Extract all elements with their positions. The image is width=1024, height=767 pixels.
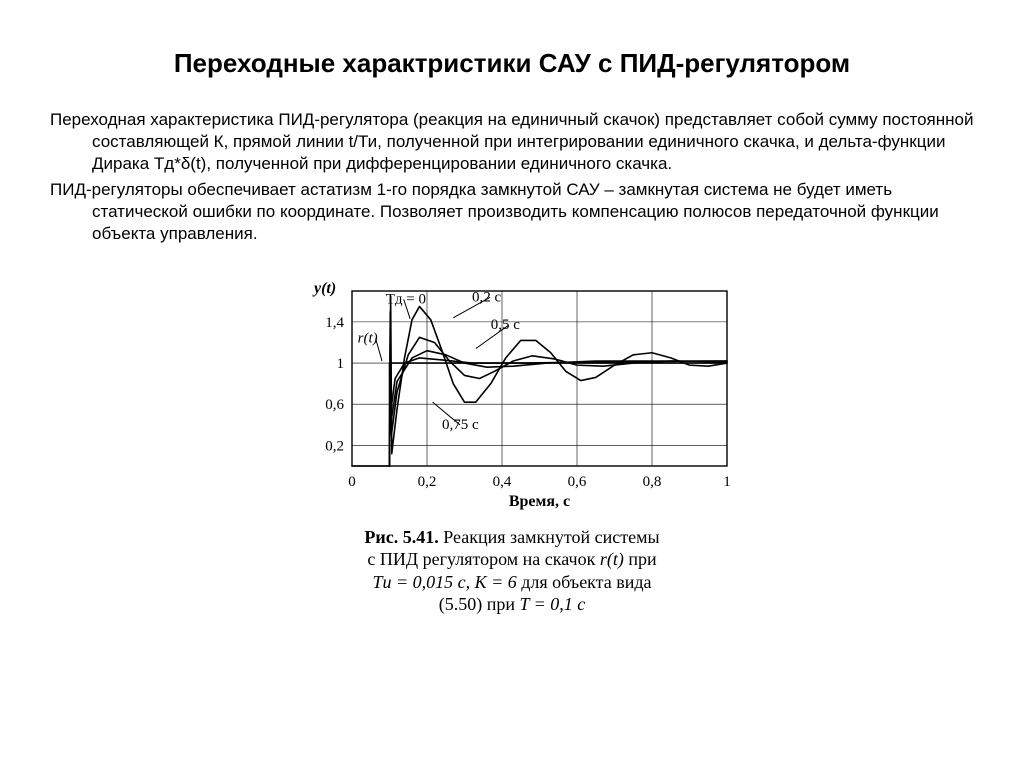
response-chart: 0 0,2 0,4 0,6 0,8 1 0,2 0,6 1 1,4 y(t) Время, с Tд =… [282, 276, 742, 516]
caption-prefix: Рис. 5.41. [364, 527, 438, 547]
svg-text:0,4: 0,4 [493, 474, 512, 490]
svg-text:0,2 с: 0,2 с [472, 289, 502, 305]
paragraph-1: Переходная характеристика ПИД-регулятора… [50, 109, 974, 175]
caption-l2a: с ПИД регулятором на скачок [367, 549, 599, 569]
figure: 0 0,2 0,4 0,6 0,8 1 0,2 0,6 1 1,4 y(t) Время, с Tд =… [50, 276, 974, 616]
page-title: Переходные характристики САУ с ПИД-регул… [50, 48, 974, 79]
caption-r: r(t) [600, 549, 624, 569]
svg-text:Tд = 0: Tд = 0 [386, 291, 426, 307]
svg-text:0,75 с: 0,75 с [442, 417, 479, 433]
svg-text:y(t): y(t) [312, 280, 336, 297]
svg-text:0,6: 0,6 [568, 474, 587, 490]
caption-l4a: (5.50) при [439, 594, 520, 614]
caption-l3c: для объекта вида [517, 572, 652, 592]
svg-text:1: 1 [723, 474, 731, 490]
page-root: Переходные характристики САУ с ПИД-регул… [0, 0, 1024, 636]
svg-text:Время, с: Время, с [509, 493, 570, 510]
paragraph-2: ПИД-регуляторы обеспечивает астатизм 1-г… [50, 179, 974, 245]
svg-text:1,4: 1,4 [325, 314, 344, 330]
caption-l2b: при [624, 549, 657, 569]
caption-l3b: K = 6 [475, 572, 517, 592]
caption-l1: Реакция замкнутой системы [443, 527, 659, 547]
caption-l3a: Tи = 0,015 с, [372, 572, 474, 592]
caption-l4b: T = 0,1 с [519, 594, 585, 614]
svg-text:0,6: 0,6 [325, 397, 344, 413]
svg-text:r(t): r(t) [358, 330, 378, 346]
figure-caption: Рис. 5.41. Реакция замкнутой системы с П… [297, 526, 727, 616]
svg-text:1: 1 [337, 356, 345, 372]
svg-text:0,5 с: 0,5 с [491, 317, 521, 333]
svg-text:0,8: 0,8 [643, 474, 662, 490]
svg-text:0,2: 0,2 [418, 474, 437, 490]
svg-text:0: 0 [348, 474, 356, 490]
svg-text:0,2: 0,2 [325, 438, 344, 454]
